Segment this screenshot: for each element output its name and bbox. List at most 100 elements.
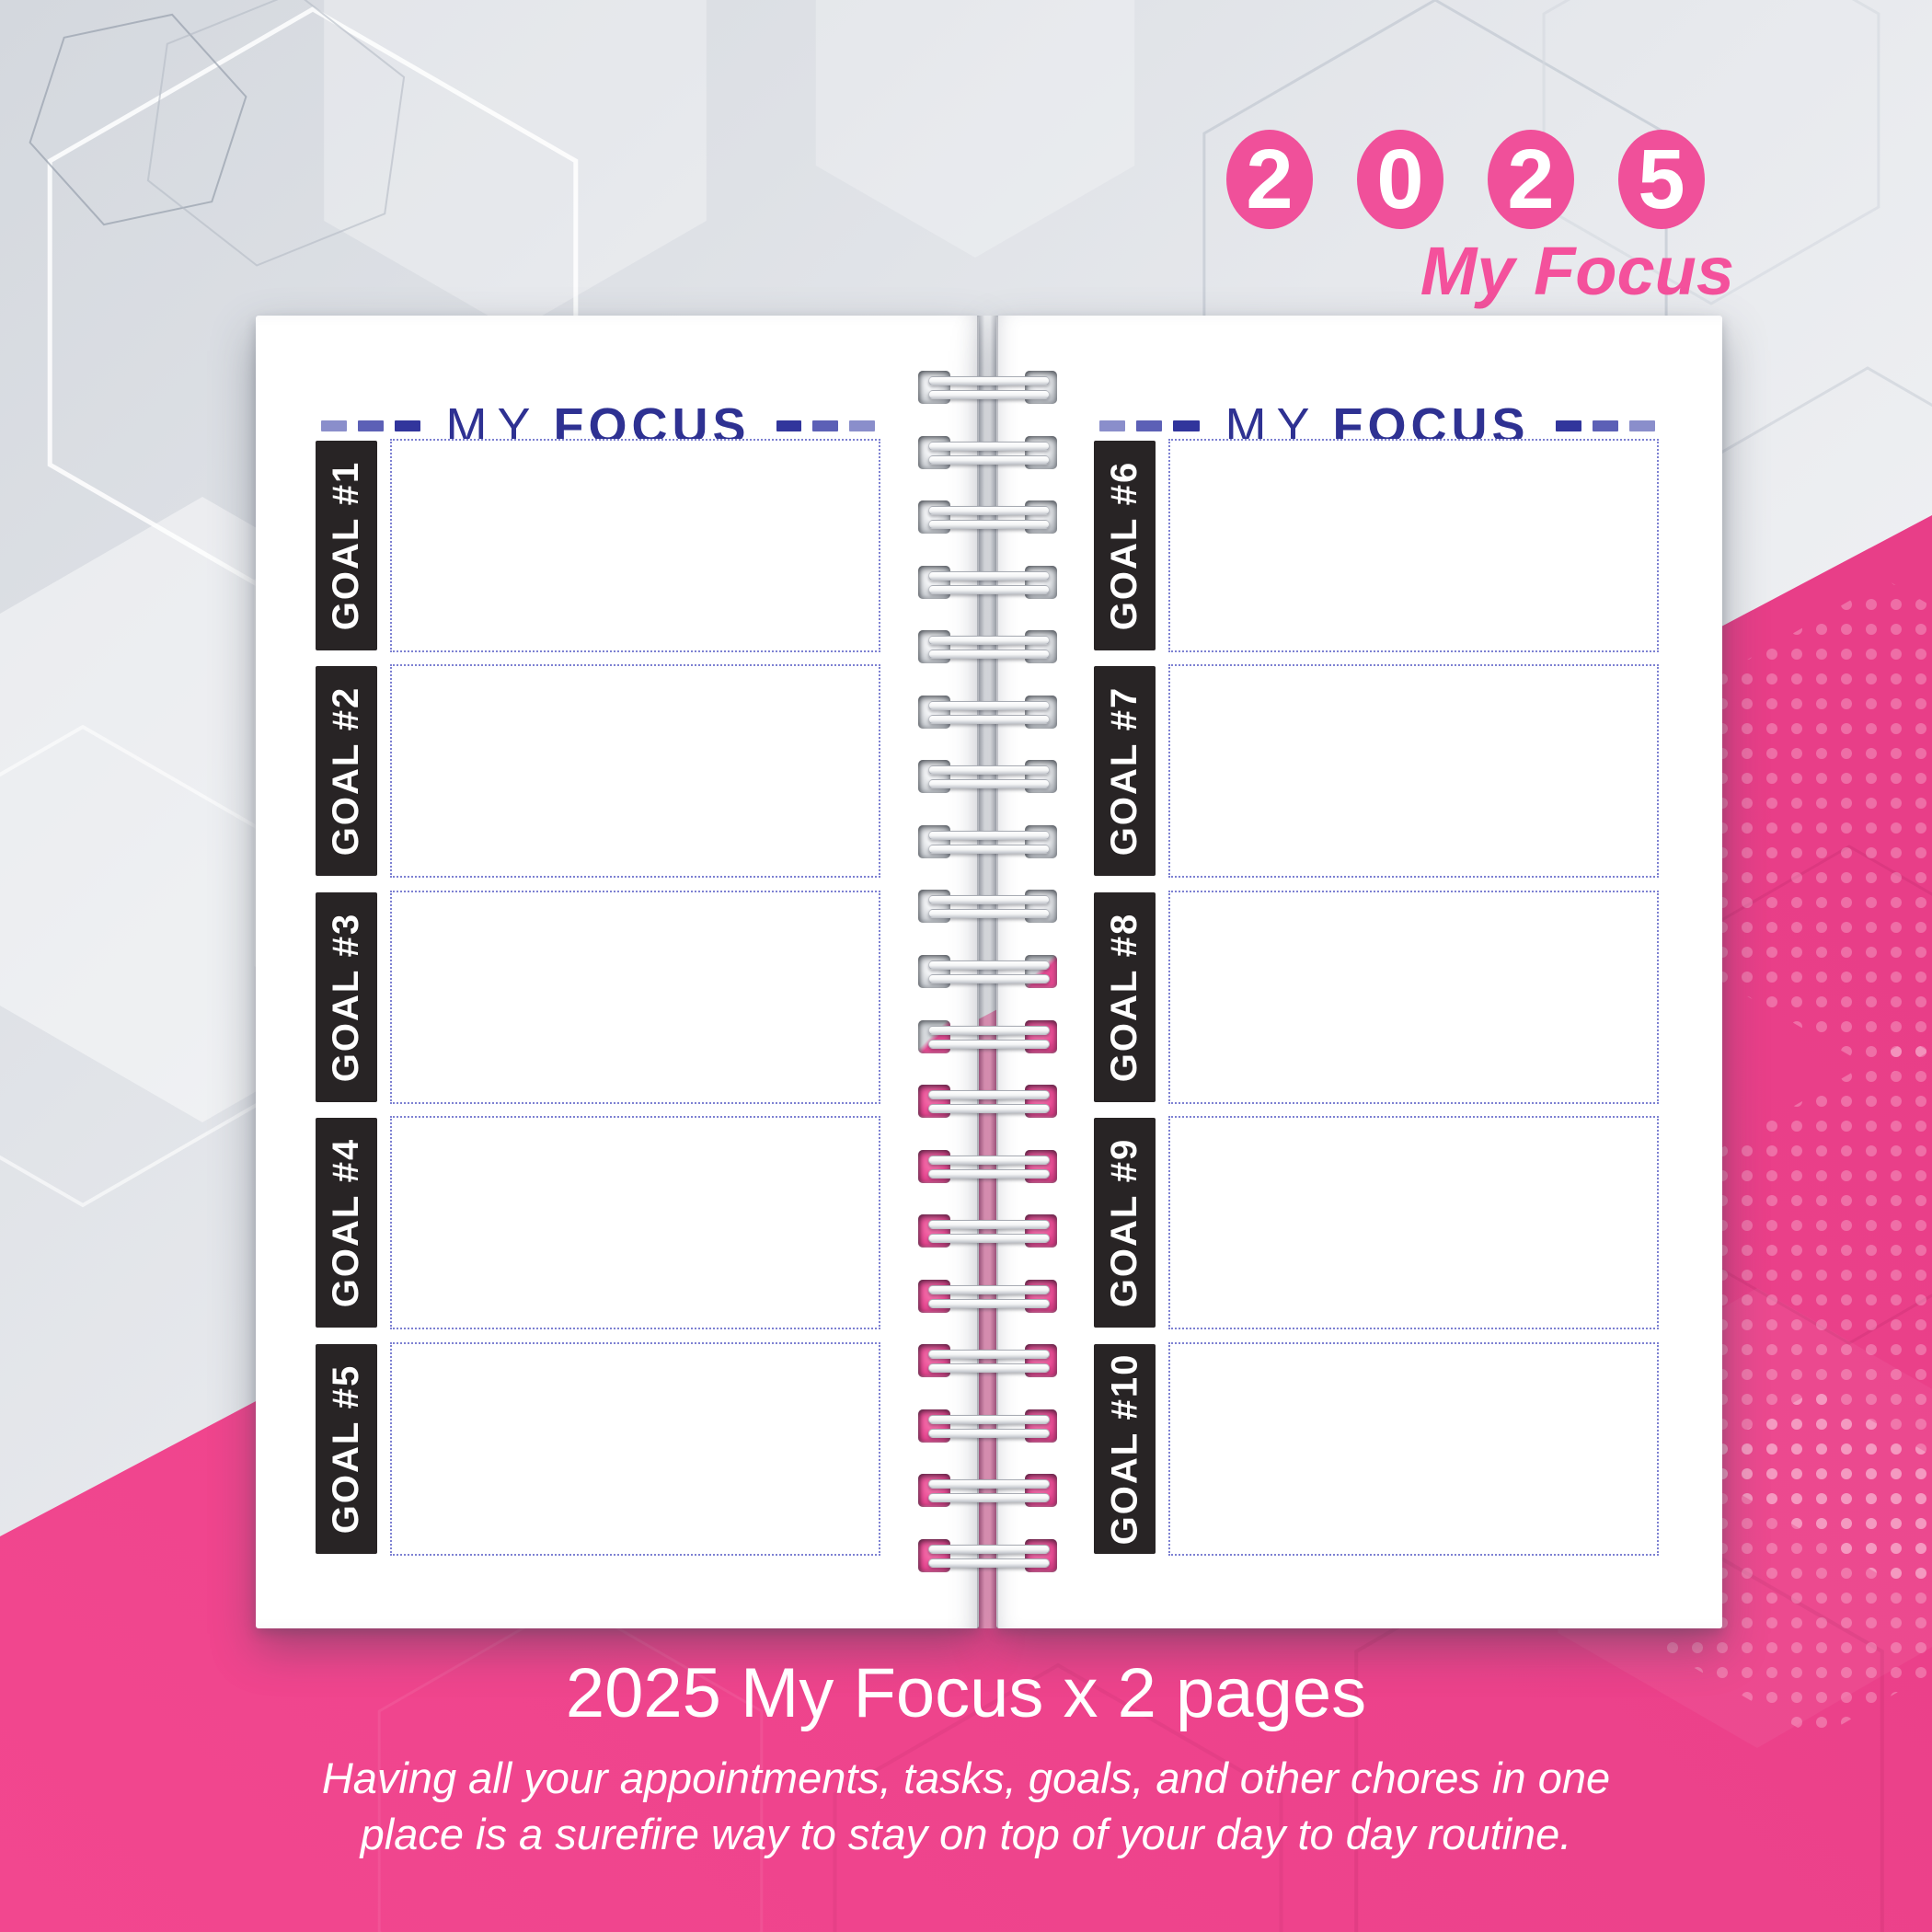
hexagon-shape xyxy=(815,0,1135,258)
goal-row: GOAL #8 xyxy=(1094,891,1661,1104)
year-digit-badge: 2 xyxy=(1488,130,1574,229)
spiral-wire xyxy=(928,1104,1050,1114)
goal-label: GOAL #2 xyxy=(316,666,377,876)
spiral-wire xyxy=(928,1428,1050,1438)
hexagon-shape xyxy=(1671,580,1932,1076)
goal-writing-box xyxy=(1168,664,1659,878)
spiral-wire xyxy=(928,973,1050,983)
title-dash-icon xyxy=(1592,420,1618,431)
spiral-wire xyxy=(928,1479,1050,1489)
title-dash-icon xyxy=(1136,420,1163,431)
title-dash-icon xyxy=(1628,420,1656,431)
goal-writing-box xyxy=(390,664,880,878)
goal-writing-box xyxy=(390,891,880,1104)
pink-hexagon-decor xyxy=(377,532,1932,1932)
goal-writing-box xyxy=(390,1342,880,1556)
spiral-wire xyxy=(928,714,1050,724)
spiral-wire xyxy=(928,1350,1050,1360)
goal-writing-box xyxy=(1168,1342,1659,1556)
spiral-wire xyxy=(928,1558,1050,1568)
year-digit-badge: 2 xyxy=(1226,130,1313,229)
goal-writing-box xyxy=(390,439,880,652)
spiral-wire xyxy=(928,1234,1050,1244)
goal-row: GOAL #2 xyxy=(316,664,880,878)
title-dash-icon xyxy=(357,420,384,431)
brand-tagline: My Focus xyxy=(1420,233,1734,309)
hexagon-shape xyxy=(29,13,247,226)
spiral-wire xyxy=(928,1168,1050,1179)
caption-title: 2025 My Focus x 2 pages xyxy=(565,1654,1367,1732)
caption-subtitle: Having all your appointments, tasks, goa… xyxy=(0,1750,1932,1862)
title-dash-icon xyxy=(812,420,839,431)
spiral-wire xyxy=(928,441,1050,451)
title-dash-icon xyxy=(1173,420,1200,431)
notebook-page-left: MY FOCUS GOAL #1 GOAL #2 GOAL #3 GOAL #4 xyxy=(256,316,979,1628)
goal-row: GOAL #3 xyxy=(316,891,880,1104)
spiral-wire xyxy=(928,376,1050,385)
goal-writing-box xyxy=(390,1116,880,1329)
caption-subtitle-line1: Having all your appointments, tasks, goa… xyxy=(321,1754,1611,1802)
title-dash-icon xyxy=(849,420,875,431)
spiral-wire xyxy=(928,1039,1050,1049)
spiral-wire xyxy=(928,584,1050,594)
spiral-wire xyxy=(928,1284,1050,1294)
year-digit-badge: 0 xyxy=(1357,130,1443,229)
title-dash-icon xyxy=(394,420,420,431)
spiral-wire xyxy=(928,650,1050,660)
spiral-wire xyxy=(928,1090,1050,1100)
spiral-wire xyxy=(928,844,1050,854)
goal-row: GOAL #7 xyxy=(1094,664,1661,878)
title-dash-icon xyxy=(776,420,802,431)
spiral-wire xyxy=(928,570,1050,581)
spiral-wire xyxy=(928,454,1050,465)
spiral-wire xyxy=(928,1544,1050,1554)
hexagon-shape xyxy=(833,1662,1283,1932)
spiral-wire xyxy=(928,909,1050,919)
goal-label: GOAL #7 xyxy=(1094,666,1156,876)
goal-label: GOAL #1 xyxy=(316,441,377,650)
title-dash-icon xyxy=(1555,420,1581,431)
caption-subtitle-line2: place is a surefire way to stay on top o… xyxy=(360,1810,1572,1858)
spiral-wire xyxy=(928,636,1050,646)
title-dash-icon xyxy=(1098,420,1126,431)
spiral-wire xyxy=(928,700,1050,710)
goal-row: GOAL #10 xyxy=(1094,1342,1661,1556)
goal-row: GOAL #5 xyxy=(316,1342,880,1556)
spiral-wire xyxy=(928,895,1050,905)
hexagon-shape xyxy=(146,0,406,267)
spiral-wire xyxy=(928,1298,1050,1308)
spiral-wire xyxy=(928,960,1050,970)
hexagon-shape xyxy=(324,0,707,331)
spiral-wire xyxy=(928,1414,1050,1424)
goal-label: GOAL #10 xyxy=(1094,1344,1156,1554)
goal-writing-box xyxy=(1168,1116,1659,1329)
goal-label: GOAL #9 xyxy=(1094,1118,1156,1328)
spiral-wire xyxy=(928,779,1050,789)
spiral-wire xyxy=(928,506,1050,516)
spiral-wire xyxy=(928,390,1050,399)
hexagon-shape xyxy=(1665,1389,1932,1739)
goal-label: GOAL #5 xyxy=(316,1344,377,1554)
spiral-wire xyxy=(928,520,1050,530)
notebook-page-right: MY FOCUS GOAL #6 GOAL #7 GOAL #8 GOAL #9 xyxy=(996,316,1722,1628)
goal-row: GOAL #1 xyxy=(316,439,880,652)
goal-writing-box xyxy=(1168,891,1659,1104)
goal-label: GOAL #6 xyxy=(1094,441,1156,650)
year-digit-badge: 5 xyxy=(1618,130,1705,229)
goal-row: GOAL #9 xyxy=(1094,1116,1661,1329)
spiral-wire xyxy=(928,1493,1050,1503)
goal-label: GOAL #8 xyxy=(1094,892,1156,1102)
title-dash-icon xyxy=(321,420,347,431)
goal-row: GOAL #4 xyxy=(316,1116,880,1329)
goal-label: GOAL #3 xyxy=(316,892,377,1102)
spiral-wire xyxy=(928,830,1050,840)
spiral-wire xyxy=(928,1155,1050,1165)
goal-row: GOAL #6 xyxy=(1094,439,1661,652)
spiral-wire xyxy=(928,765,1050,776)
goal-label: GOAL #4 xyxy=(316,1118,377,1328)
goal-writing-box xyxy=(1168,439,1659,652)
spiral-wire xyxy=(928,1025,1050,1035)
spiral-wire xyxy=(928,1220,1050,1230)
spiral-wire xyxy=(928,1363,1050,1374)
